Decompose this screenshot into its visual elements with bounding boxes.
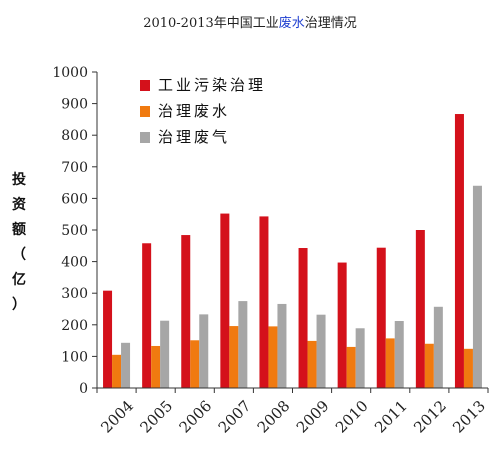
x-tick-label: 2008 — [254, 397, 294, 437]
y-tick-label: 500 — [61, 223, 88, 239]
x-tick-label: 2013 — [449, 397, 489, 437]
x-tick-label: 2010 — [332, 397, 372, 437]
y-axis-label-char: （ — [12, 247, 26, 263]
title-highlight: 废水 — [278, 16, 305, 31]
y-axis-label-char: ） — [12, 297, 26, 313]
x-tick-label: 2009 — [293, 397, 333, 437]
bar-工业污染治理-2007 — [220, 213, 230, 388]
bar-工业污染治理-2011 — [376, 247, 386, 388]
x-tick-label: 2006 — [176, 397, 216, 437]
chart-title: 2010-2013年中国工业废水治理情况 — [0, 12, 500, 31]
y-tick-label: 1000 — [52, 65, 88, 81]
bar-治理废气-2006 — [199, 314, 209, 388]
bar-治理废气-2009 — [316, 314, 326, 388]
bar-工业污染治理-2004 — [103, 290, 113, 388]
bar-治理废气-2011 — [394, 321, 404, 388]
bar-治理废水-2005 — [151, 345, 161, 388]
bar-治理废水-2008 — [268, 326, 278, 388]
bar-工业污染治理-2012 — [415, 230, 425, 388]
y-axis-label-char: 投 — [12, 172, 26, 188]
bar-治理废气-2007 — [238, 301, 248, 388]
bar-工业污染治理-2009 — [298, 248, 308, 388]
y-tick-label: 100 — [61, 349, 88, 365]
bar-治理废水-2006 — [190, 340, 200, 388]
y-tick-label: 600 — [61, 191, 88, 207]
legend-swatch — [140, 106, 150, 117]
y-tick-label: 200 — [61, 318, 88, 334]
bar-治理废水-2011 — [385, 338, 395, 388]
bar-治理废气-2012 — [433, 306, 443, 388]
title-part-2: 治理情况 — [304, 16, 357, 31]
y-tick-label: 900 — [61, 97, 88, 113]
y-tick-label: 0 — [79, 381, 88, 397]
legend-label: 治理废气 — [158, 128, 230, 146]
y-tick-label: 700 — [61, 160, 88, 176]
bar-治理废水-2012 — [424, 343, 434, 388]
bar-工业污染治理-2008 — [259, 216, 269, 388]
bar-治理废气-2013 — [472, 185, 482, 388]
bar-工业污染治理-2005 — [142, 243, 152, 388]
bar-治理废气-2004 — [121, 342, 131, 388]
legend-swatch — [140, 132, 150, 143]
legend-label: 治理废水 — [158, 102, 230, 120]
y-axis-label-char: 资 — [12, 197, 26, 213]
bar-工业污染治理-2006 — [181, 235, 191, 388]
legend-swatch — [140, 80, 150, 91]
bar-治理废气-2010 — [355, 328, 365, 388]
legend-label: 工业污染治理 — [158, 76, 266, 94]
title-part-1: 2010-2013年中国工业 — [143, 16, 279, 31]
bar-治理废气-2008 — [277, 303, 287, 388]
x-tick-label: 2007 — [215, 397, 255, 437]
bar-工业污染治理-2013 — [454, 114, 464, 388]
y-tick-label: 800 — [61, 128, 88, 144]
x-tick-label: 2011 — [371, 397, 411, 437]
x-tick-label: 2012 — [410, 397, 450, 437]
x-tick-label: 2004 — [97, 397, 137, 437]
y-axis-label: 投资额 （ 亿 ） — [10, 168, 28, 318]
bar-治理废水-2007 — [229, 326, 239, 388]
bar-治理废气-2005 — [160, 320, 170, 388]
y-axis-label-char: 亿 — [12, 272, 26, 288]
bar-治理废水-2009 — [307, 340, 317, 388]
x-tick-label: 2005 — [136, 397, 176, 437]
bar-工业污染治理-2010 — [337, 262, 347, 388]
bars-group — [103, 114, 482, 388]
y-tick-label: 400 — [61, 255, 88, 271]
bar-治理废水-2004 — [112, 354, 122, 388]
y-axis-label-char: 额 — [12, 222, 26, 238]
y-tick-label: 300 — [61, 286, 88, 302]
bar-治理废水-2013 — [463, 348, 473, 388]
bar-治理废水-2010 — [346, 346, 356, 388]
